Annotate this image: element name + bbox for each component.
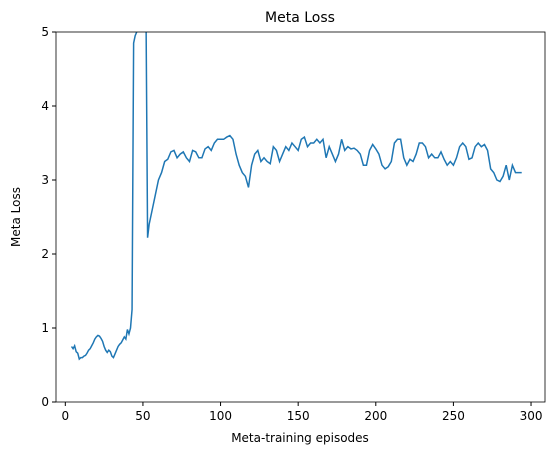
x-tick-label: 250 <box>442 409 465 423</box>
x-axis-label: Meta-training episodes <box>231 431 369 445</box>
x-tick-label: 100 <box>209 409 232 423</box>
y-tick-label: 2 <box>41 247 49 261</box>
y-tick-label: 5 <box>41 25 49 39</box>
y-tick-label: 1 <box>41 321 49 335</box>
y-axis-label: Meta Loss <box>9 187 23 247</box>
data-line <box>70 32 522 361</box>
x-tick-label: 200 <box>364 409 387 423</box>
x-tick-label: 50 <box>135 409 150 423</box>
plot-frame <box>55 31 546 403</box>
x-tick-label: 0 <box>61 409 69 423</box>
chart-title: Meta Loss <box>265 10 335 26</box>
y-tick-label: 0 <box>41 395 49 409</box>
y-tick-label: 4 <box>41 99 49 113</box>
y-tick-label: 3 <box>41 173 49 187</box>
x-tick-label: 150 <box>287 409 310 423</box>
x-tick-label: 300 <box>520 409 543 423</box>
